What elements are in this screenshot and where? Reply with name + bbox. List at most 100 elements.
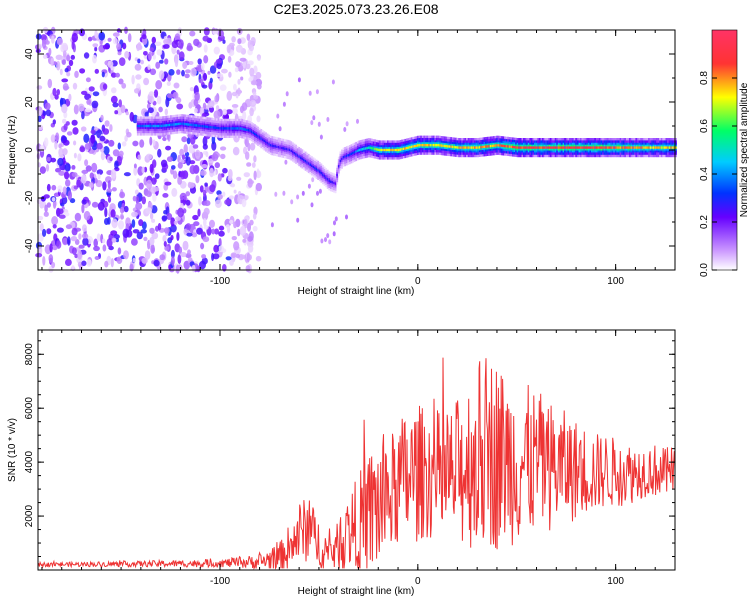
heatmap-cell-noise-657 xyxy=(179,170,186,180)
heatmap-cell-noise-878 xyxy=(242,238,247,243)
heatmap-cell-ridge-569 xyxy=(315,168,318,171)
heatmap-cell-noise-1075 xyxy=(247,178,253,188)
heatmap-cell-noise-1100 xyxy=(211,252,215,262)
heatmap-cell-noise-619 xyxy=(48,254,54,263)
heatmap-cell-noise-931 xyxy=(127,33,132,43)
heatmap-cell-noise-489 xyxy=(68,59,74,67)
heatmap-cell-noise-868 xyxy=(81,90,88,95)
heatmap-cell-ridge-1589 xyxy=(638,146,641,149)
heatmap-cell-noise-531 xyxy=(56,240,62,249)
heatmap-cell-noise-1051 xyxy=(81,203,85,214)
heatmap-cell-ridge-1109 xyxy=(486,145,489,148)
heatmap-cell-noise-449 xyxy=(213,110,221,120)
heatmap-cell-noise-384 xyxy=(51,216,58,226)
heatmap-cell-noise-682 xyxy=(67,190,73,201)
heatmap-cell-ridge-834 xyxy=(399,148,402,151)
heatmap-cell-noise-684 xyxy=(42,255,46,266)
heatmap-cell-ridge-199 xyxy=(198,124,201,127)
heatmap-cell-noise-944 xyxy=(137,42,142,51)
heatmap-cell-noise-1123 xyxy=(345,121,349,127)
heatmap-cell-ridge-679 xyxy=(350,152,353,155)
heatmap-cell-ridge-474 xyxy=(285,147,288,151)
heatmap-cell-noise-1118 xyxy=(334,216,338,222)
heatmap-cell-ridge-1554 xyxy=(627,146,630,149)
heatmap-cell-noise-307 xyxy=(225,256,232,261)
heatmap-cell-ridge-284 xyxy=(225,127,228,130)
heatmap-cell-ridge-149 xyxy=(182,122,185,126)
heatmap-cell-noise-1065 xyxy=(123,250,129,260)
heatmap-cell-noise-889 xyxy=(191,232,198,238)
heatmap-cell-noise-282 xyxy=(256,115,261,123)
heatmap-cell-noise-353 xyxy=(102,244,107,252)
heatmap-cell-ridge-789 xyxy=(385,148,388,152)
heatmap-cell-ridge-274 xyxy=(222,127,225,130)
heatmap-cell-noise-546 xyxy=(162,235,167,242)
heatmap-cell-noise-815 xyxy=(172,91,179,99)
heatmap-cell-noise-178 xyxy=(166,81,171,86)
heatmap-cell-ridge-139 xyxy=(179,122,182,125)
heatmap-cell-noise-487 xyxy=(202,102,207,110)
heatmap-cell-noise-1034 xyxy=(201,84,208,89)
heatmap-cell-noise-251 xyxy=(205,151,209,158)
heatmap-cell-noise-1021 xyxy=(226,44,231,54)
heatmap-cell-ridge-194 xyxy=(197,124,199,127)
heatmap-cell-noise-329 xyxy=(207,70,211,75)
heatmap-cell-ridge-1594 xyxy=(640,146,642,149)
snr-x-axis-label: Height of straight line (km) xyxy=(298,586,415,597)
heatmap-cell-ridge-519 xyxy=(299,156,302,159)
heatmap-cell-ridge-89 xyxy=(163,124,166,127)
heatmap-cell-noise-1092 xyxy=(218,245,224,253)
heatmap-cell-noise-1150 xyxy=(311,177,315,183)
heatmap-cell-ridge-1239 xyxy=(527,146,530,149)
heatmap-cell-noise-223 xyxy=(176,232,180,241)
heatmap-cell-noise-593 xyxy=(203,72,207,81)
heatmap-cell-noise-925 xyxy=(243,172,250,178)
heatmap-cell-noise-1067 xyxy=(241,102,248,111)
heatmap-cell-ridge-1209 xyxy=(518,146,521,149)
heatmap-cell-ridge-984 xyxy=(447,145,449,148)
heatmap-cell-ridge-639 xyxy=(337,165,340,168)
heatmap-cell-noise-805 xyxy=(50,57,54,67)
heatmap-cell-ridge-154 xyxy=(184,122,187,126)
heatmap-cell-noise-454 xyxy=(242,60,247,69)
heatmap-cell-noise-626 xyxy=(102,44,110,50)
heatmap-cell-ridge-649 xyxy=(341,157,343,161)
heatmap-cell-ridge-369 xyxy=(252,131,255,134)
heatmap-cell-noise-885 xyxy=(151,218,156,223)
heatmap-cell-ridge-794 xyxy=(387,148,389,152)
heatmap-cell-noise-1028 xyxy=(160,159,168,168)
heatmap-cell-noise-910 xyxy=(170,256,175,266)
heatmap-cell-noise-1054 xyxy=(37,43,43,49)
heatmap-cell-noise-978 xyxy=(166,93,174,99)
heatmap-cell-ridge-24 xyxy=(143,124,145,128)
heatmap-cell-noise-915 xyxy=(110,72,117,78)
heatmap-cell-ridge-549 xyxy=(309,163,312,166)
heatmap-cell-noise-796 xyxy=(164,245,170,251)
heatmap-cell-noise-69 xyxy=(38,232,44,242)
heatmap-cell-noise-317 xyxy=(94,46,98,52)
heatmap-cell-noise-511 xyxy=(197,58,202,65)
heatmap-cell-noise-722 xyxy=(138,219,144,227)
heatmap-cell-noise-1022 xyxy=(198,196,202,206)
heatmap-cell-ridge-1339 xyxy=(559,146,562,149)
heatmap-cell-noise-431 xyxy=(209,65,217,74)
heatmap-cell-ridge-459 xyxy=(280,146,283,150)
heatmap-cell-noise-393 xyxy=(132,140,139,147)
heatmap-cell-noise-977 xyxy=(191,264,196,273)
heatmap-cell-noise-422 xyxy=(117,142,122,150)
heatmap-cell-ridge-1114 xyxy=(488,145,491,148)
heatmap-cell-noise-1094 xyxy=(123,205,129,213)
heatmap-cell-noise-926 xyxy=(185,199,191,206)
heatmap-cell-ridge-39 xyxy=(148,124,150,128)
heatmap-cell-ridge-604 xyxy=(326,178,329,181)
heatmap-cell-ridge-174 xyxy=(190,123,193,126)
heatmap-cell-ridge-1184 xyxy=(510,145,513,148)
heatmap-cell-ridge-1044 xyxy=(466,146,468,149)
colorbar-tick-label-2: 0.4 xyxy=(699,167,710,181)
heatmap-cell-noise-331 xyxy=(195,175,200,184)
heatmap-cell-noise-573 xyxy=(42,110,47,117)
heatmap-cell-noise-365 xyxy=(93,238,98,248)
heatmap-cell-ridge-1314 xyxy=(551,146,554,149)
heatmap-cell-noise-869 xyxy=(154,41,162,47)
heatmap-cell-noise-318 xyxy=(155,61,161,69)
